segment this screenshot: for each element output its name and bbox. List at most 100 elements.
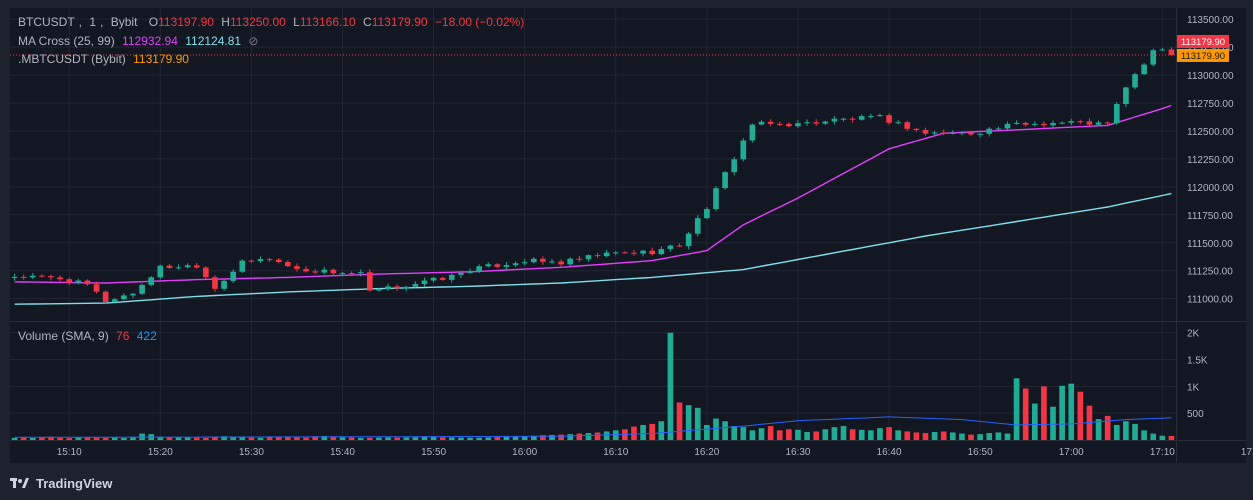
ma-legend[interactable]: MA Cross (25, 99) 112932.94 112124.81 ⊘	[18, 34, 262, 48]
price-tags: 113179.90 113179.90	[10, 34, 1229, 62]
candle-body	[348, 273, 355, 275]
candle-body	[121, 295, 127, 300]
axes: 111000.00 111250.00 111500.00 111750.00 1120…	[57, 15, 1253, 458]
candle-body	[184, 265, 191, 268]
candle-body	[275, 259, 282, 263]
candle-body	[93, 284, 100, 292]
mark-value: 113179.90	[133, 52, 189, 66]
candle-body	[385, 286, 391, 290]
candle-body	[303, 268, 309, 272]
volume-tick-label: 2K	[1187, 329, 1200, 340]
volume-bar	[203, 437, 209, 440]
volume-bar	[813, 431, 820, 440]
mark-price-tag	[1177, 48, 1229, 62]
price-pane-background	[10, 8, 1176, 463]
candle-body	[157, 265, 164, 278]
volume-bar	[576, 433, 583, 440]
volume-bar	[831, 427, 838, 440]
candle-body	[667, 245, 674, 250]
mark-name: .MBTCUSDT (Bybit)	[18, 52, 126, 66]
volume-bar	[776, 430, 783, 440]
volume-bar	[175, 437, 182, 440]
candle-body	[895, 122, 901, 124]
price-tick-label: 111250.00	[1187, 267, 1233, 278]
candle-body	[230, 271, 237, 281]
volume-bar	[1059, 385, 1065, 440]
candle-body	[877, 115, 883, 117]
candle-body	[75, 280, 82, 283]
volume-bar	[1095, 419, 1102, 440]
volume-bar	[275, 436, 282, 440]
volume-bar	[503, 436, 510, 440]
symbol-name[interactable]: BTCUSDT	[18, 15, 75, 29]
volume-bar	[11, 437, 18, 440]
candle-body	[294, 266, 300, 269]
ma-fast-value: 112932.94	[122, 34, 178, 48]
candle-body	[704, 209, 710, 219]
interval[interactable]: 1	[89, 15, 97, 29]
candle-body	[20, 276, 27, 278]
price-tick-label: 113500.00	[1187, 15, 1234, 26]
volume-bar	[585, 433, 592, 440]
volume-bar	[239, 437, 246, 440]
high-label: H	[221, 15, 230, 29]
candle-body	[786, 123, 792, 127]
candle-body	[494, 264, 501, 267]
volume-bar	[439, 437, 446, 440]
ma-slow-value: 112124.81	[185, 34, 242, 48]
high-value: 113250.00	[229, 15, 286, 29]
candle-body	[868, 116, 874, 118]
volume-bar	[1113, 424, 1120, 440]
mark-price-tag-label: 113179.90	[1181, 51, 1225, 62]
candle-body	[931, 132, 938, 134]
candle-body	[84, 280, 91, 285]
candle-body	[521, 262, 528, 264]
volume-bar	[1141, 430, 1147, 440]
candle-body	[685, 233, 692, 247]
volume-bar	[886, 427, 892, 440]
candle-body	[448, 274, 455, 280]
volume-bar	[713, 418, 719, 440]
volume-bar	[640, 424, 646, 440]
candle-body	[430, 277, 437, 281]
volume-bar	[1022, 388, 1029, 440]
low-value: 113166.10	[299, 15, 356, 29]
candle-body	[640, 250, 646, 254]
volume-bar	[822, 429, 829, 440]
candle-body	[576, 258, 583, 260]
volume-bar	[294, 437, 300, 440]
volume-bar	[1123, 421, 1129, 440]
hide-icon[interactable]: ⊘	[248, 34, 259, 48]
candle-body	[1132, 74, 1138, 88]
ma-slow-line	[14, 192, 1172, 305]
candle-body	[977, 133, 983, 135]
volume-bar	[567, 434, 574, 440]
candle-body	[39, 275, 45, 277]
candle-body	[1022, 122, 1029, 125]
volume-bar	[849, 429, 856, 440]
tradingview-brand[interactable]: TradingView	[10, 474, 112, 492]
volume-bar	[840, 426, 847, 440]
candle-body	[959, 132, 965, 134]
volume-bar	[485, 437, 492, 440]
volume-bar	[357, 437, 364, 440]
time-tick-label: 15:50	[421, 447, 446, 458]
time-tick-label: 17:10	[1150, 447, 1175, 458]
candle-body	[257, 259, 264, 262]
price-tick-label: 112750.00	[1187, 99, 1234, 110]
candle-body	[312, 271, 318, 273]
last-price-tag-label: 113179.90	[1181, 37, 1225, 48]
volume-bar	[612, 430, 619, 440]
volume-bar	[1041, 386, 1047, 440]
volume-bar	[57, 437, 63, 440]
volume-bar	[1004, 433, 1011, 440]
candle-body	[1031, 123, 1038, 125]
volume-bar	[740, 427, 747, 440]
volume-legend[interactable]: Volume (SMA, 9) 76 422	[18, 329, 161, 343]
volume-bar	[603, 431, 610, 440]
mark-legend[interactable]: .MBTCUSDT (Bybit) 113179.90	[18, 52, 193, 66]
close-value: 113179.90	[371, 15, 428, 29]
volume-name: Volume (SMA, 9)	[18, 329, 109, 343]
volume-bar	[84, 437, 91, 440]
